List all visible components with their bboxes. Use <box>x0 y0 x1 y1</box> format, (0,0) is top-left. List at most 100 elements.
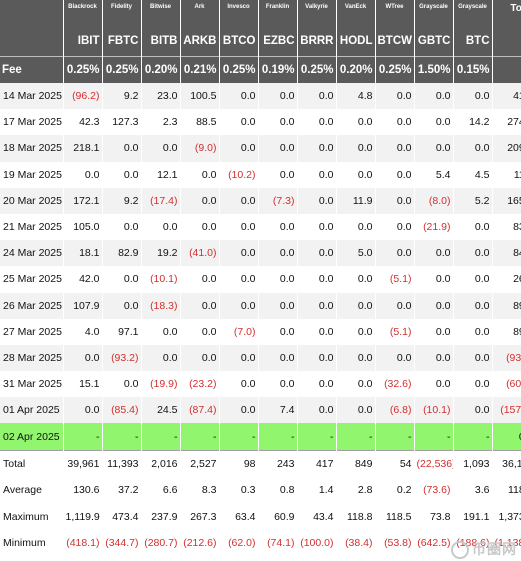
summary-stats: Total 39,961 11,393 2,016 2,527 98 243 417 849 54… <box>0 449 521 557</box>
watermark-icon <box>451 541 469 559</box>
ticker-label: HODL <box>336 26 376 57</box>
flow-cell: 0.0 <box>180 344 220 372</box>
row-total: 274.6 <box>492 109 521 136</box>
flow-cell: 0.0 <box>180 292 220 319</box>
flow-cell: 0.0 <box>453 240 493 267</box>
flow-cell: 0.0 <box>453 371 493 398</box>
row-date: 18 Mar 2025 <box>0 135 64 162</box>
flow-cell: 0.0 <box>453 397 493 424</box>
row-date: 14 Mar 2025 <box>0 83 64 110</box>
flow-cell: 0.0 <box>219 109 259 136</box>
flow-cell: (17.4) <box>141 187 181 214</box>
ticker-label: BTCW <box>375 26 415 57</box>
fee-value: 1.50% <box>414 56 454 83</box>
flow-cell: 0.0 <box>336 266 376 293</box>
flow-cell: 0.0 <box>297 344 337 372</box>
stats-row: Total 39,961 11,393 2,016 2,527 98 243 417 849 54… <box>0 449 521 478</box>
flow-cell: 0.0 <box>219 266 259 293</box>
flow-cell: 0.0 <box>102 371 142 398</box>
stats-cell: (280.7) <box>141 530 181 557</box>
flow-cell: 0.0 <box>219 344 259 372</box>
stats-cell: 39,961 <box>63 449 103 478</box>
flow-cell: 0.0 <box>180 187 220 214</box>
flow-cell: (5.1) <box>375 318 415 345</box>
flow-cell: 0.0 <box>102 161 142 188</box>
stats-cell: 8.3 <box>180 477 220 504</box>
stats-total: 118.0 <box>492 477 521 504</box>
stats-cell: 243 <box>258 449 298 478</box>
row-total: (60.6) <box>492 371 521 398</box>
flow-cell: - <box>180 423 220 451</box>
flow-cell: 0.0 <box>258 109 298 136</box>
stats-cell: 54 <box>375 449 415 478</box>
sponsor-name: Fidelity <box>102 0 142 26</box>
stats-cell: (73.6) <box>414 477 454 504</box>
flow-cell: 19.2 <box>141 240 181 267</box>
stats-cell: 3.6 <box>453 477 493 504</box>
stats-cell: (100.0) <box>297 530 337 557</box>
stats-cell: 130.6 <box>63 477 103 504</box>
stats-row: Maximum 1,119.9 473.4 237.9 267.3 63.4 60.9 43.… <box>0 503 521 531</box>
ticker-total-blank <box>492 26 521 57</box>
flow-cell: 172.1 <box>63 187 103 214</box>
flow-cell: 2.3 <box>141 109 181 136</box>
flow-cell: 0.0 <box>297 135 337 162</box>
flow-cell: 105.0 <box>63 213 103 241</box>
fee-value: 0.25% <box>63 56 103 83</box>
flow-cell: (85.4) <box>102 397 142 424</box>
total-header: Total <box>492 0 521 26</box>
flow-cell: 0.0 <box>375 161 415 188</box>
table-row: 19 Mar 2025 0.0 0.0 12.1 0.0 (10.2) 0.0 0.0 0.0 0… <box>0 161 521 188</box>
flow-cell: 0.0 <box>180 161 220 188</box>
flow-cell: 0.0 <box>63 344 103 372</box>
fee-row: Fee 0.25% 0.25% 0.20% 0.21% 0.25% 0.19% 0.25% 0.… <box>0 56 521 83</box>
flow-cell: 0.0 <box>102 292 142 319</box>
flow-cell: (7.0) <box>219 318 259 345</box>
ticker-label: IBIT <box>63 26 103 57</box>
flow-cell: 0.0 <box>141 213 181 241</box>
watermark-text: 币圈网 <box>472 540 517 557</box>
flow-cell: 0.0 <box>258 83 298 110</box>
flow-cell: 0.0 <box>336 161 376 188</box>
row-date: 02 Apr 2025 <box>0 423 64 451</box>
stats-cell: 60.9 <box>258 503 298 531</box>
stats-cell: 1,119.9 <box>63 503 103 531</box>
flow-cell: 9.2 <box>102 83 142 110</box>
row-date: 24 Mar 2025 <box>0 240 64 267</box>
flow-cell: 0.0 <box>336 213 376 241</box>
stats-cell: 1,093 <box>453 449 493 478</box>
flow-cell: 0.0 <box>336 318 376 345</box>
ticker-label: FBTC <box>102 26 142 57</box>
flow-cell: (87.4) <box>180 397 220 424</box>
flow-cell: 0.0 <box>375 240 415 267</box>
flow-cell: 0.0 <box>453 135 493 162</box>
row-total: 11.8 <box>492 161 521 188</box>
sponsor-name: Invesco <box>219 0 259 26</box>
stats-cell: (62.0) <box>219 530 259 557</box>
row-date: 01 Apr 2025 <box>0 397 64 424</box>
fee-value: 0.15% <box>453 56 493 83</box>
flow-cell: 0.0 <box>414 344 454 372</box>
flow-cell: 0.0 <box>102 135 142 162</box>
flow-cell: 0.0 <box>336 371 376 398</box>
flow-cell: 0.0 <box>297 318 337 345</box>
table-row: 27 Mar 2025 4.0 97.1 0.0 0.0 (7.0) 0.0 0.0 0.0 (5… <box>0 318 521 345</box>
stats-cell: 0.3 <box>219 477 259 504</box>
flow-cell: 0.0 <box>375 109 415 136</box>
flow-cell: 0.0 <box>453 213 493 241</box>
sponsor-name: Bitwise <box>141 0 181 26</box>
stats-cell: 2,527 <box>180 449 220 478</box>
flow-cell: 107.9 <box>63 292 103 319</box>
stats-cell: 73.8 <box>414 503 454 531</box>
stats-label: Maximum <box>0 503 64 531</box>
flow-cell: 0.0 <box>336 344 376 372</box>
flow-cell: (10.2) <box>219 161 259 188</box>
stats-total: (1,138.9) <box>492 530 521 557</box>
fee-value: 0.25% <box>219 56 259 83</box>
stats-label: Minimum <box>0 530 64 557</box>
row-total: 26.8 <box>492 266 521 293</box>
flow-cell: 0.0 <box>414 318 454 345</box>
flow-cell: (7.3) <box>258 187 298 214</box>
stats-cell: (344.7) <box>102 530 142 557</box>
stats-cell: 11,393 <box>102 449 142 478</box>
